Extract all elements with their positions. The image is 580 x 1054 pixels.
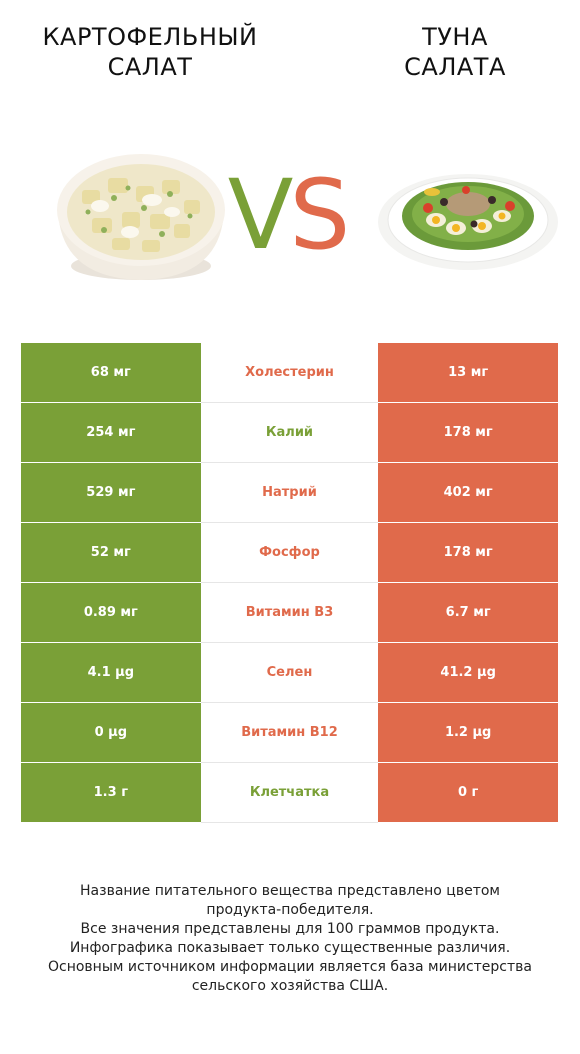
nutrient-row: 1.3 г Клетчатка 0 г (21, 762, 558, 823)
footnote-line: Основным источником информации является … (48, 959, 532, 975)
vs-s-letter: S (289, 159, 350, 271)
nutrient-row: 52 мг Фосфор 178 мг (21, 522, 558, 583)
nutrient-row: 254 мг Калий 178 мг (21, 402, 558, 463)
right-value: 402 мг (378, 462, 558, 523)
right-value: 1.2 µg (378, 702, 558, 763)
footnote-line: Инфографика показывает только существенн… (69, 940, 511, 956)
nutrient-row: 529 мг Натрий 402 мг (21, 462, 558, 523)
right-value: 41.2 µg (378, 642, 558, 703)
potato-salad-image (57, 154, 225, 280)
nutrient-name: Калий (200, 402, 379, 463)
nutrient-row: 4.1 µg Селен 41.2 µg (21, 642, 558, 703)
nutrient-name: Натрий (200, 462, 379, 523)
vs-v-letter: V (227, 159, 294, 271)
nutrient-name: Витамин B3 (200, 582, 379, 643)
nutrient-row: 68 мг Холестерин 13 мг (21, 343, 558, 403)
left-value: 254 мг (21, 402, 201, 463)
right-value: 13 мг (378, 343, 558, 403)
tuna-salad-image (378, 174, 558, 270)
left-value: 529 мг (21, 462, 201, 523)
right-value: 178 мг (378, 522, 558, 583)
footnote-line: продукта-победителя. (206, 902, 374, 918)
nutrient-name: Фосфор (200, 522, 379, 583)
left-value: 4.1 µg (21, 642, 201, 703)
left-value: 0 µg (21, 702, 201, 763)
footnote-line: Все значения представлены для 100 граммо… (80, 921, 500, 937)
left-food-title: КАРТОФЕЛЬНЫЙ САЛАТ (42, 23, 258, 81)
nutrient-row: 0.89 мг Витамин B3 6.7 мг (21, 582, 558, 643)
comparison-table: 68 мг Холестерин 13 мг 254 мг Калий 178 мг 529… (21, 343, 558, 823)
footnote: Название питательного вещества представл… (20, 882, 560, 996)
nutrient-row: 0 µg Витамин B12 1.2 µg (21, 702, 558, 763)
nutrient-name: Витамин B12 (200, 702, 379, 763)
left-value: 0.89 мг (21, 582, 201, 643)
nutrient-name: Холестерин (200, 343, 379, 403)
footnote-line: сельского хозяйства США. (191, 978, 389, 994)
right-value: 6.7 мг (378, 582, 558, 643)
right-food-title: ТУНА САЛАТА (404, 23, 506, 81)
left-value: 68 мг (21, 343, 201, 403)
vs-label: VS (222, 160, 352, 270)
left-value: 1.3 г (21, 762, 201, 823)
nutrient-name: Клетчатка (200, 762, 379, 823)
left-value: 52 мг (21, 522, 201, 583)
right-value: 178 мг (378, 402, 558, 463)
footnote-line: Название питательного вещества представл… (80, 883, 500, 899)
nutrient-name: Селен (200, 642, 379, 703)
right-value: 0 г (378, 762, 558, 823)
